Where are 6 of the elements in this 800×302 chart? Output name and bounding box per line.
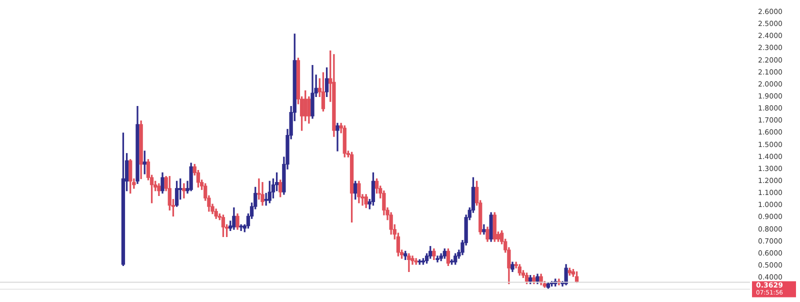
candlestick (182, 183, 186, 198)
candlestick (336, 122, 340, 152)
candlestick (264, 192, 268, 206)
candlestick (407, 253, 411, 272)
candlestick (414, 258, 418, 265)
candlestick (436, 256, 440, 262)
